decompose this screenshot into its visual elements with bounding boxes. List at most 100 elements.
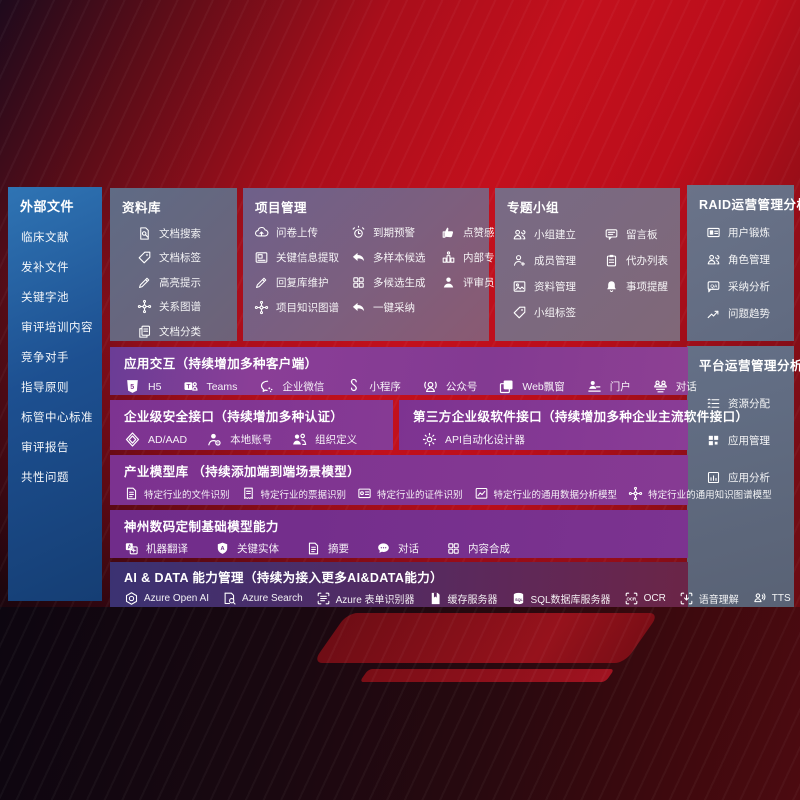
panel-title: 平台运营管理分析 xyxy=(699,359,800,373)
item-label: 企业微信 xyxy=(282,381,325,393)
sidebar-item: 发补文件 xyxy=(21,262,69,274)
item-label: 多候选生成 xyxy=(373,277,426,289)
capability-item: 问卷上传 xyxy=(254,225,349,240)
client-item: 小程序 xyxy=(345,378,401,395)
sql-database-icon: SQL xyxy=(511,591,526,606)
item-label: 门户 xyxy=(609,381,631,393)
item-label: 问卷上传 xyxy=(276,227,318,239)
capability-item: 文档标签 xyxy=(137,250,237,265)
person-icon xyxy=(441,275,456,290)
clipboard-icon xyxy=(604,253,619,268)
ability-item: A 机器翻译 xyxy=(124,541,188,556)
list-icon xyxy=(706,396,721,411)
item-label: 机器翻译 xyxy=(146,543,188,555)
row-title: 企业级安全接口（持续增加多种认证） xyxy=(124,410,344,424)
service-item: OCR OCR xyxy=(624,591,666,606)
bbs-chat-icon xyxy=(604,227,619,242)
svg-text:SQL: SQL xyxy=(515,598,523,602)
ability-item: 内容合成 xyxy=(446,541,510,556)
svg-text:A: A xyxy=(221,546,225,552)
item-label: 小组标签 xyxy=(534,307,576,319)
service-item: SQL SQL数据库服务器 xyxy=(511,591,611,606)
item-label: Azure Search xyxy=(242,593,303,604)
capability-item: 代办列表 xyxy=(604,253,680,268)
capability-item: 问题趋势 xyxy=(706,306,794,321)
item-label: Azure 表单识别器 xyxy=(335,595,415,606)
tts-icon xyxy=(752,591,767,606)
item-label: 关键实体 xyxy=(237,543,279,555)
podium-icon xyxy=(441,250,456,265)
model-item: 特定行业的通用知识图谱模型 xyxy=(628,486,772,501)
capability-item: 回复库维护 xyxy=(254,275,349,290)
row-title: 神州数码定制基础模型能力 xyxy=(124,520,279,534)
row-title: 应用交互（持续增加多种客户端） xyxy=(124,357,318,371)
item-label: 问题趋势 xyxy=(728,308,770,320)
item-label: 一键采纳 xyxy=(373,302,415,314)
tag-icon xyxy=(137,250,152,265)
project-management-panel: 项目管理 问卷上传 到期预警 点赞感谢 关键信息提取 多样本候选 内部专家排名 … xyxy=(243,188,526,341)
client-item: Web飘窗 xyxy=(498,378,565,395)
item-label: OCR xyxy=(643,593,666,604)
model-item: 特定行业的通用数据分析模型 xyxy=(474,486,618,501)
certificate-icon xyxy=(357,486,372,501)
item-label: 留言板 xyxy=(626,229,658,241)
foundation-models-row: 神州数码定制基础模型能力 A 机器翻译 A 关键实体 摘要 对话 内容合成 xyxy=(110,510,688,558)
item-label: 成员管理 xyxy=(534,255,576,267)
html5-icon: 5 xyxy=(124,378,141,395)
item-label: 特定行业的票据识别 xyxy=(260,489,347,501)
svg-text:OCR: OCR xyxy=(626,596,637,601)
capability-item: 多样本候选 xyxy=(351,250,439,265)
capability-item: 多候选生成 xyxy=(351,275,439,290)
item-label: 高亮提示 xyxy=(159,276,201,289)
item-label: 摘要 xyxy=(328,543,349,555)
panel-title: 资料库 xyxy=(122,201,162,215)
panel-title: RAID运营管理分析 xyxy=(699,198,800,212)
ocr-icon: OCR xyxy=(624,591,639,606)
puzzle-icon xyxy=(351,275,366,290)
item-label: 小组建立 xyxy=(534,229,576,241)
sidebar-item: 共性问题 xyxy=(21,472,69,484)
capability-item: 文档分类 xyxy=(137,324,237,339)
document-icon xyxy=(124,486,139,501)
item-label: Teams xyxy=(206,380,238,393)
model-item: 特定行业的文件识别 xyxy=(124,486,230,501)
item-label: 对话 xyxy=(675,381,697,393)
person-add-icon xyxy=(512,253,527,268)
capability-item: QA 采纳分析 xyxy=(706,279,794,294)
raid-operations-panel: RAID运营管理分析 用户锻炼 角色管理 QA 采纳分析 问题趋势 xyxy=(687,185,800,341)
capability-item: 留言板 xyxy=(604,227,680,242)
item-label: 内容合成 xyxy=(468,543,510,555)
app-grid-icon xyxy=(706,433,721,448)
trend-chart-icon xyxy=(706,306,721,321)
capability-item: 用户锻炼 xyxy=(706,225,794,240)
item-label: Azure Open AI xyxy=(144,593,210,604)
capability-item: 关键信息提取 xyxy=(254,250,349,265)
auth-item: 本地账号 xyxy=(206,431,272,448)
bar-chart-icon xyxy=(706,470,721,485)
api-item: API自动化设计器 xyxy=(421,431,525,448)
item-label: 关键信息提取 xyxy=(276,252,339,264)
dialog-people-icon xyxy=(652,378,669,395)
id-card-icon xyxy=(706,225,721,240)
ability-item: A 关键实体 xyxy=(215,541,279,556)
alarm-icon xyxy=(351,225,366,240)
client-item: T Teams xyxy=(182,378,237,395)
item-label: 应用分析 xyxy=(728,472,770,484)
item-label: 点赞感谢 xyxy=(463,227,505,239)
reply-arrow-icon xyxy=(351,300,366,315)
people-icon xyxy=(706,252,721,267)
auth-item: AD/AAD xyxy=(124,431,187,448)
capability-item: 小组建立 xyxy=(512,227,604,242)
service-item: Azure Search xyxy=(222,591,303,606)
industry-models-row: 产业模型库 （持续添加端到端场景模型） 特定行业的文件识别 特定行业的票据识别 … xyxy=(110,455,772,505)
extract-doc-icon xyxy=(254,250,269,265)
item-label: 代办列表 xyxy=(626,255,668,267)
official-account-icon xyxy=(422,378,439,395)
api-gear-icon xyxy=(421,431,438,448)
item-label: 特定行业的通用数据分析模型 xyxy=(493,489,618,501)
form-recognizer-icon xyxy=(316,591,331,606)
model-item: 特定行业的票据识别 xyxy=(241,486,347,501)
app-interaction-row: 应用交互（持续增加多种客户端） 5 H5 T Teams 企业微信 小程序 公众号 … xyxy=(110,347,697,395)
cloud-upload-icon xyxy=(254,225,269,240)
network-icon xyxy=(254,300,269,315)
